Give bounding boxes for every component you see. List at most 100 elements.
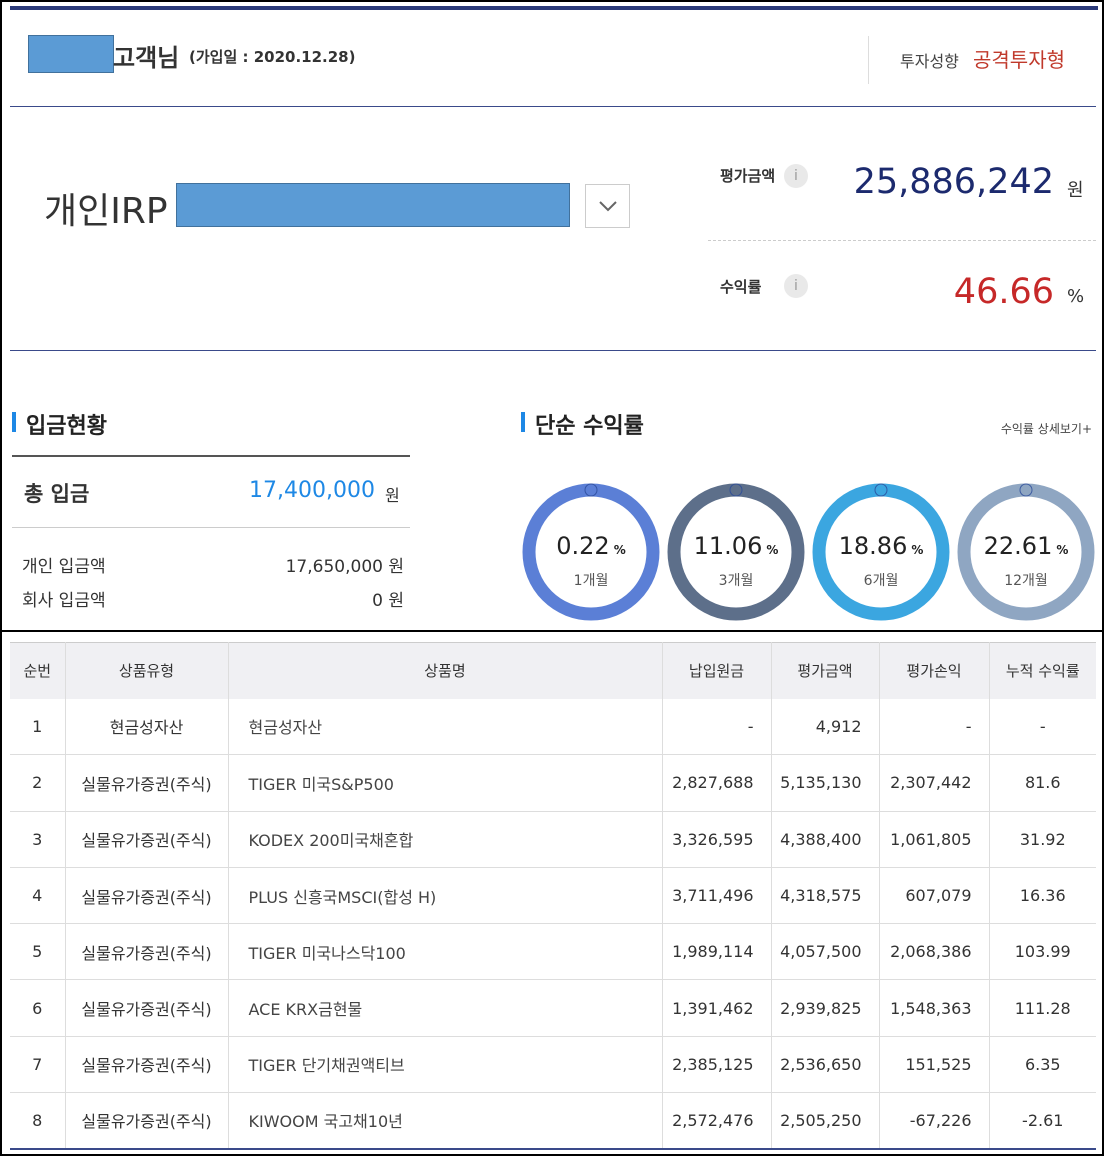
cell-cum-return: 111.28 xyxy=(989,979,1096,1037)
cell-product: TIGER 단기채권액티브 xyxy=(228,1036,663,1094)
cell-eval-pnl: -67,226 xyxy=(879,1092,990,1150)
col-header-product: 상품명 xyxy=(228,642,663,699)
col-header-eval-amount: 평가금액 xyxy=(771,642,880,699)
returns-section-title: 단순 수익률 xyxy=(535,414,644,439)
table-row: 3 실물유가증권(주식) KODEX 200미국채혼합 3,326,595 4,388,… xyxy=(10,811,1096,868)
ring-value-unit: % xyxy=(766,543,779,557)
personal-deposit-label: 개인 입금액 xyxy=(22,557,106,577)
cell-cum-return: 103.99 xyxy=(989,923,1096,981)
cell-eval-pnl: 1,548,363 xyxy=(879,979,990,1037)
return-ring-1 xyxy=(667,483,805,621)
cell-eval-amount: 2,536,650 xyxy=(771,1036,880,1094)
table-row: 4 실물유가증권(주식) PLUS 신흥국MSCI(합성 H) 3,711,496 4,… xyxy=(10,867,1096,925)
cell-type: 실물유가증권(주식) xyxy=(65,1092,229,1150)
deposit-divider xyxy=(12,527,410,528)
return-ring-0 xyxy=(522,483,660,621)
ring-value: 0.22% xyxy=(521,532,661,560)
yield-label: 수익률 xyxy=(720,278,762,296)
cell-principal: 2,385,125 xyxy=(662,1036,772,1094)
company-deposit-value: 0 원 xyxy=(372,591,404,611)
cell-cum-return: -2.61 xyxy=(989,1092,1096,1150)
cell-product: TIGER 미국S&P500 xyxy=(228,754,663,812)
cell-eval-amount: 2,939,825 xyxy=(771,979,880,1037)
col-header-principal: 납입원금 xyxy=(662,642,772,699)
return-ring-3 xyxy=(957,483,1095,621)
cell-eval-pnl: 2,307,442 xyxy=(879,754,990,812)
eval-amount-label: 평가금액 xyxy=(720,167,776,185)
col-header-type: 상품유형 xyxy=(65,642,229,699)
account-name: 개인IRP xyxy=(44,191,168,232)
cell-eval-amount: 4,318,575 xyxy=(771,867,880,925)
ring-period-label: 1개월 xyxy=(573,573,609,589)
cell-cum-return: 31.92 xyxy=(989,811,1096,868)
table-header-row: 순번 상품유형 상품명 납입원금 평가금액 평가손익 누적 수익률 xyxy=(10,642,1096,699)
cell-type: 실물유가증권(주식) xyxy=(65,867,229,925)
cell-eval-pnl: 151,525 xyxy=(879,1036,990,1094)
yield-unit: % xyxy=(1067,286,1085,307)
cell-product: ACE KRX금현물 xyxy=(228,979,663,1037)
returns-detail-link[interactable]: 수익률 상세보기+ xyxy=(1000,422,1092,436)
deposit-top-line xyxy=(12,455,410,457)
ring-value-number: 11.06 xyxy=(693,532,763,560)
cell-cum-return: 81.6 xyxy=(989,754,1096,812)
ring-start-dot xyxy=(1019,483,1033,497)
info-icon[interactable]: i xyxy=(784,274,808,298)
table-row: 1 현금성자산 현금성자산 -4,912- - xyxy=(10,698,1096,756)
deposit-section-title: 입금현황 xyxy=(26,414,107,439)
cell-cum-return: - xyxy=(989,698,1096,756)
cell-no: 8 xyxy=(10,1092,66,1150)
cell-no: 6 xyxy=(10,979,66,1037)
account-summary-panel: 고객님 (가입일 : 2020.12.28) 투자성향 공격투자형 개인IRP … xyxy=(0,0,1104,630)
account-select-button[interactable] xyxy=(585,184,630,228)
cell-eval-pnl: 607,079 xyxy=(879,867,990,925)
customer-name-redacted xyxy=(28,35,114,73)
ring-value-unit: % xyxy=(613,543,626,557)
cell-type: 현금성자산 xyxy=(65,698,229,756)
cell-no: 3 xyxy=(10,811,66,868)
ring-start-dot xyxy=(584,483,598,497)
ring-period-label: 12개월 xyxy=(1004,573,1048,589)
ring-value: 11.06% xyxy=(666,532,806,560)
holdings-panel: 순번 상품유형 상품명 납입원금 평가금액 평가손익 누적 수익률 1 현금성자산… xyxy=(0,630,1104,1156)
personal-deposit-value: 17,650,000 원 xyxy=(285,557,404,577)
cell-product: KODEX 200미국채혼합 xyxy=(228,811,663,868)
ring-start-dot xyxy=(729,483,743,497)
ring-period-label: 6개월 xyxy=(863,573,899,589)
info-icon[interactable]: i xyxy=(784,164,808,188)
company-deposit-label: 회사 입금액 xyxy=(22,591,106,611)
cell-type: 실물유가증권(주식) xyxy=(65,1036,229,1094)
risk-profile-label: 투자성향 xyxy=(900,52,959,71)
cell-eval-pnl: 1,061,805 xyxy=(879,811,990,868)
customer-suffix: 고객님 xyxy=(113,44,180,72)
cell-type: 실물유가증권(주식) xyxy=(65,754,229,812)
eval-amount-unit: 원 xyxy=(1067,180,1084,201)
col-header-cum-return: 누적 수익률 xyxy=(989,642,1096,699)
cell-cum-return: 16.36 xyxy=(989,867,1096,925)
ring-value-unit: % xyxy=(911,543,924,557)
ring-start-dot xyxy=(874,483,888,497)
top-accent-bar xyxy=(10,6,1098,10)
cell-cum-return: 6.35 xyxy=(989,1036,1096,1094)
holdings-table: 순번 상품유형 상품명 납입원금 평가금액 평가손익 누적 수익률 1 현금성자산… xyxy=(10,642,1096,1150)
cell-eval-amount: 2,505,250 xyxy=(771,1092,880,1150)
risk-profile-value: 공격투자형 xyxy=(973,48,1065,72)
col-header-eval-pnl: 평가손익 xyxy=(879,642,990,699)
section-marker xyxy=(12,412,16,432)
table-row: 2 실물유가증권(주식) TIGER 미국S&P500 2,827,688 5,135,… xyxy=(10,754,1096,812)
summary-separator xyxy=(10,350,1096,351)
cell-principal: 2,572,476 xyxy=(662,1092,772,1150)
cell-principal: 3,326,595 xyxy=(662,811,772,868)
ring-period-label: 3개월 xyxy=(718,573,754,589)
return-ring-2 xyxy=(812,483,950,621)
cell-no: 4 xyxy=(10,867,66,925)
cell-type: 실물유가증권(주식) xyxy=(65,923,229,981)
cell-principal: 2,827,688 xyxy=(662,754,772,812)
cell-eval-amount: 4,912 xyxy=(771,698,880,756)
ring-value-number: 22.61 xyxy=(983,532,1053,560)
deposit-total-value: 17,400,000 xyxy=(249,478,375,503)
deposit-total-label: 총 입금 xyxy=(24,482,90,506)
cell-product: 현금성자산 xyxy=(228,698,663,756)
chevron-down-icon xyxy=(598,201,617,212)
table-row: 7 실물유가증권(주식) TIGER 단기채권액티브 2,385,125 2,536,6… xyxy=(10,1036,1096,1094)
col-header-no: 순번 xyxy=(10,642,66,699)
